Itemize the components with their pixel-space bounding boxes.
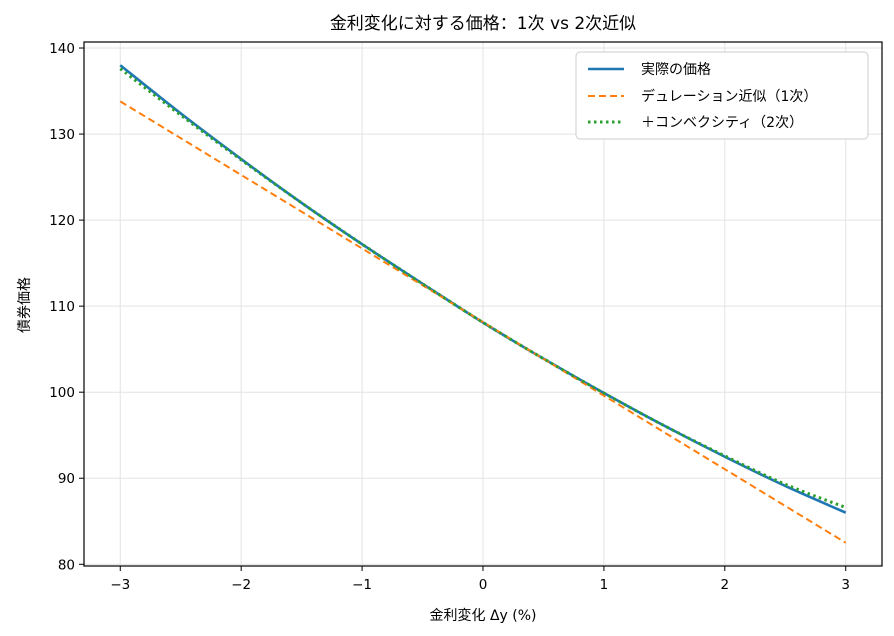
legend-label-duration-approx: デュレーション近似（1次）	[641, 88, 817, 105]
y-tick-label: 110	[49, 299, 75, 315]
y-axis-label: 債券価格	[17, 277, 33, 333]
y-tick-label: 80	[58, 557, 75, 573]
y-tick-label: 130	[49, 127, 75, 143]
ticks: −3 −2 −1 0 1 2 3 80 90 100 110 120 130 140	[49, 41, 850, 593]
x-tick-label: 0	[479, 577, 488, 593]
x-tick-label: −3	[110, 577, 130, 593]
x-tick-label: 2	[721, 577, 730, 593]
x-axis-label: 金利変化 Δy (%)	[430, 607, 537, 624]
y-tick-label: 120	[49, 213, 75, 229]
legend-label-convexity-approx: ＋コンベクシティ（2次）	[641, 115, 803, 131]
legend-label-actual-price: 実際の価格	[641, 62, 711, 78]
legend: 実際の価格 デュレーション近似（1次） ＋コンベクシティ（2次）	[575, 51, 869, 140]
series-convexity-approx	[119, 67, 847, 509]
y-tick-label: 90	[58, 471, 75, 487]
x-tick-label: −2	[231, 577, 251, 593]
legend-box	[575, 51, 869, 140]
x-tick-label: −1	[352, 577, 372, 593]
x-tick-label: 1	[600, 577, 609, 593]
y-tick-label: 140	[49, 41, 75, 57]
x-tick-label: 3	[841, 577, 850, 593]
series-layer	[119, 64, 847, 544]
y-tick-label: 100	[49, 385, 75, 401]
chart-title: 金利変化に対する価格：1次 vs 2次近似	[330, 14, 636, 34]
series-duration-approx	[119, 100, 847, 544]
